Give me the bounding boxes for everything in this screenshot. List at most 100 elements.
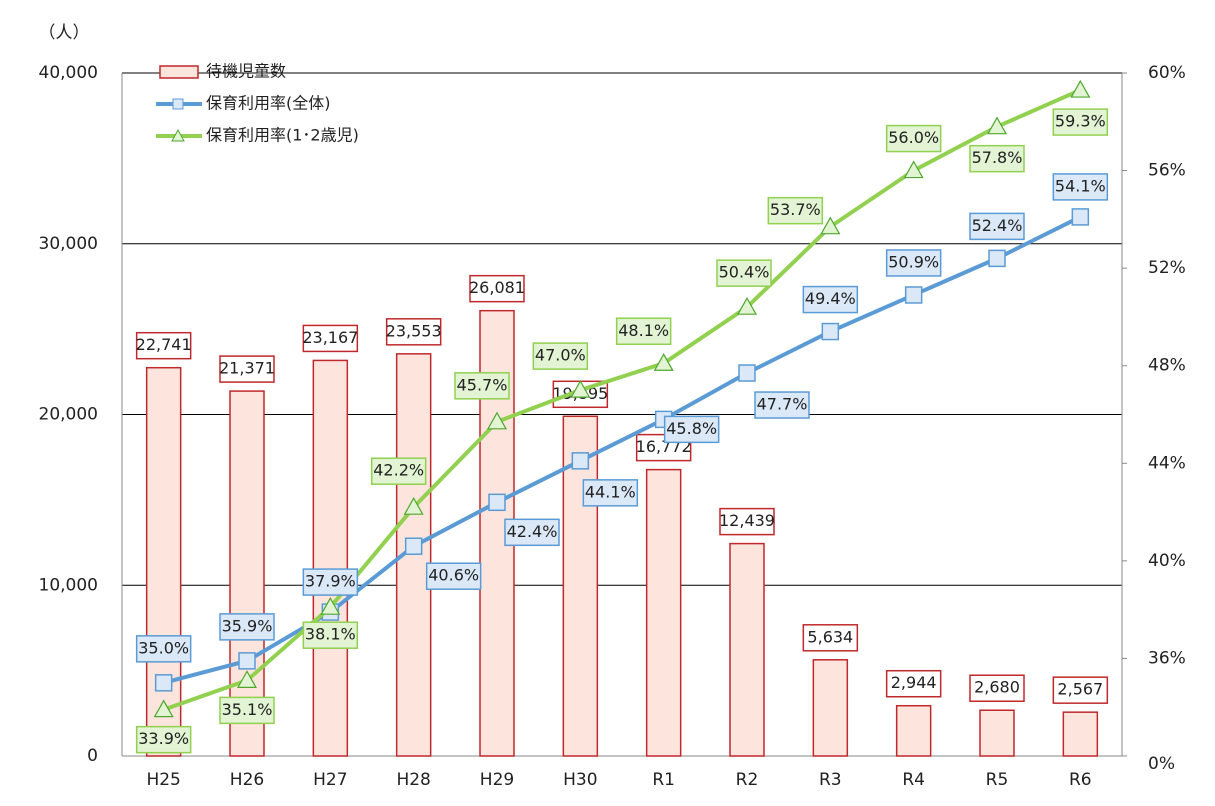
line-value-label: 40.6% — [428, 566, 479, 585]
marker — [320, 596, 341, 615]
marker — [571, 452, 590, 470]
x-tick-label: H30 — [563, 770, 597, 790]
y-tick-label: 30,000 — [39, 234, 98, 254]
x-tick-label: H25 — [146, 770, 180, 790]
y-tick-label: 10,000 — [39, 575, 98, 595]
line-value-label-box — [885, 249, 942, 277]
line-value-label: 53.7% — [770, 200, 821, 219]
y2-tick-label: 44% — [1148, 453, 1186, 473]
bar-value-label-box — [802, 624, 859, 652]
line-value-label: 42.4% — [507, 522, 558, 541]
bar-value-label-box — [135, 331, 192, 360]
line-value-label-box — [969, 144, 1025, 173]
legend-label: 保育利用率(1･2歳児) — [206, 126, 359, 145]
marker — [821, 322, 840, 341]
line-value-label-box — [504, 518, 560, 547]
y-tick-label: 40,000 — [39, 63, 98, 83]
bar — [562, 415, 599, 757]
line-value-label-box — [885, 124, 942, 153]
line — [163, 88, 1082, 712]
y2-tick-label: 0% — [1148, 754, 1175, 774]
bar-value-label: 2,567 — [1057, 680, 1103, 699]
line-value-label-box — [802, 285, 859, 314]
y2-tick-label: 60% — [1148, 63, 1186, 83]
line-value-label: 52.4% — [972, 216, 1023, 235]
line-value-label-box — [302, 621, 359, 649]
marker — [154, 674, 173, 692]
marker — [486, 411, 508, 430]
line-value-label: 50.4% — [719, 263, 770, 282]
marker — [986, 116, 1008, 135]
x-tick-label: H27 — [313, 770, 347, 790]
marker — [653, 353, 674, 371]
line-value-label-box — [582, 479, 639, 507]
line-value-label: 49.4% — [805, 289, 856, 308]
legend-swatch — [159, 65, 199, 79]
bar-value-label-box — [969, 674, 1025, 702]
line-value-label: 48.1% — [618, 321, 669, 340]
marker — [570, 379, 591, 398]
x-tick-label: R6 — [1069, 770, 1092, 790]
line — [163, 215, 1082, 685]
y-tick-label: 20,000 — [39, 405, 98, 425]
bar-value-label: 12,439 — [719, 511, 775, 530]
bar-value-label: 23,167 — [302, 328, 358, 347]
line-value-label: 47.0% — [535, 346, 586, 365]
bar — [1062, 711, 1099, 757]
line-value-label: 54.1% — [1055, 176, 1106, 195]
marker — [988, 249, 1006, 268]
line-value-label: 45.7% — [457, 375, 508, 394]
legend-marker — [171, 128, 185, 142]
x-tick-label: R5 — [986, 770, 1009, 790]
bar-value-label: 23,553 — [386, 321, 442, 340]
line-value-label: 59.3% — [1055, 112, 1106, 131]
bar-value-label: 2,680 — [974, 678, 1020, 697]
line-value-label: 37.9% — [305, 572, 356, 591]
marker — [1070, 79, 1091, 98]
line-value-label-box — [1052, 173, 1109, 201]
y-tick-label: 0 — [87, 746, 98, 766]
line-value-label: 35.1% — [222, 700, 273, 719]
y2-tick-label: 56% — [1148, 161, 1186, 181]
y-unit: （人） — [39, 23, 90, 43]
bar-value-label: 21,371 — [219, 359, 275, 378]
line-value-label: 57.8% — [972, 148, 1023, 167]
line-value-label-box — [135, 725, 192, 754]
line-value-label-box — [532, 342, 589, 370]
bar-value-label-box — [302, 324, 359, 353]
bar — [895, 704, 932, 757]
line-value-label-box — [370, 457, 427, 485]
bar-value-label-box — [219, 355, 275, 383]
x-tick-label: R1 — [652, 770, 675, 790]
x-tick-label: H29 — [480, 770, 514, 790]
bar — [979, 709, 1015, 757]
marker — [403, 496, 424, 515]
bar-value-label-box — [385, 318, 442, 346]
marker — [1071, 208, 1090, 226]
line-value-label: 45.8% — [666, 419, 717, 438]
marker — [820, 216, 841, 235]
marker — [404, 537, 423, 555]
line-value-label-box — [302, 568, 359, 596]
marker — [488, 493, 506, 512]
bar — [229, 390, 265, 757]
legend-marker — [172, 98, 184, 110]
marker — [904, 286, 923, 304]
bar — [729, 542, 765, 757]
line-value-label-box — [767, 196, 824, 225]
line-value-label: 50.9% — [888, 252, 939, 271]
line-value-label-box — [1052, 108, 1109, 136]
bar-value-label-box — [885, 669, 942, 698]
legend-label: 保育利用率(全体) — [206, 94, 331, 113]
line-value-label-box — [454, 372, 510, 400]
y2-tick-label: 52% — [1148, 258, 1186, 278]
marker — [736, 296, 758, 315]
line-value-label-box — [425, 562, 482, 590]
line-value-label: 44.1% — [585, 482, 636, 501]
y2-tick-label: 40% — [1148, 551, 1186, 571]
bar-value-label-box — [719, 507, 775, 536]
bar — [812, 659, 849, 757]
marker — [238, 652, 256, 670]
marker — [153, 699, 174, 718]
